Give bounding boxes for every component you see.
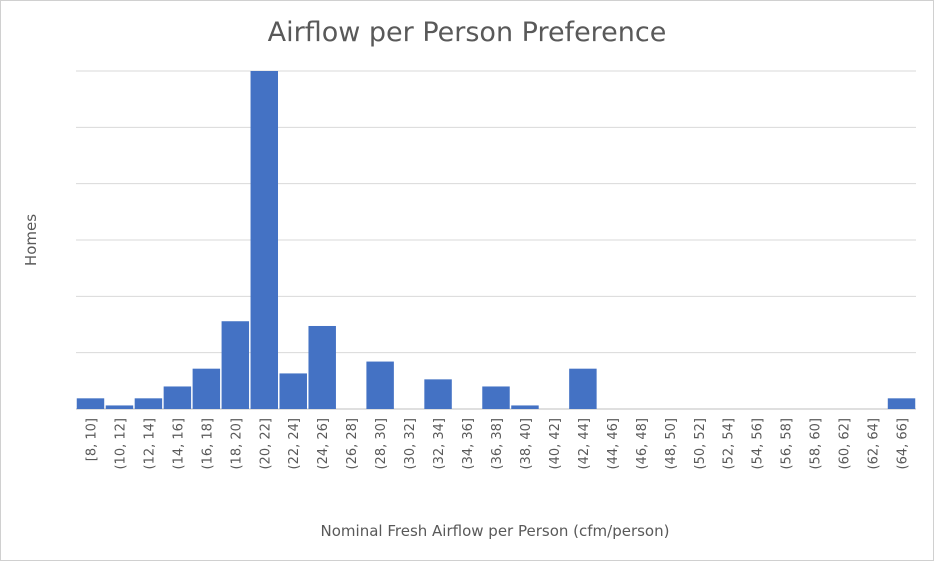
bar (366, 361, 394, 409)
bar (308, 325, 336, 409)
bar (76, 398, 105, 409)
x-tick-label: (44, 46] (606, 418, 621, 470)
x-tick-label: (50, 52] (693, 418, 708, 470)
x-tick-label: (30, 32] (403, 418, 418, 470)
x-tick-label: (60, 62] (838, 418, 853, 470)
x-tick-label: (18, 20] (229, 418, 244, 470)
x-tick-label: (48, 50] (664, 418, 679, 470)
x-tick-label: (16, 18] (200, 418, 215, 470)
x-axis-label: Nominal Fresh Airflow per Person (cfm/pe… (320, 522, 670, 540)
x-tick-label: (36, 38] (490, 418, 505, 470)
x-tick-label: (28, 30] (374, 418, 389, 470)
bar (887, 398, 916, 409)
x-tick-label: (26, 28] (345, 418, 360, 470)
x-tick-label: (64, 66] (896, 418, 911, 470)
x-tick-label: (22, 24] (287, 418, 302, 470)
x-tick-label: (38, 40] (519, 418, 534, 470)
x-tick-label: (40, 42] (548, 418, 563, 470)
x-tick-label: (46, 48] (635, 418, 650, 470)
bar (569, 368, 597, 409)
x-tick-label: (24, 26] (316, 418, 331, 470)
chart-title: Airflow per Person Preference (267, 17, 667, 48)
x-tick-label: (14, 16] (171, 418, 186, 470)
bar (279, 373, 307, 409)
bar (250, 71, 279, 409)
x-tick-label: (32, 34] (432, 418, 447, 470)
bar (221, 321, 250, 409)
x-tick-label: (20, 22] (258, 418, 273, 470)
x-tick-label: (62, 64] (867, 418, 882, 470)
bar (192, 368, 221, 409)
x-tick-label: (10, 12] (113, 418, 128, 470)
x-tick-label: (58, 60] (809, 418, 824, 470)
bar (424, 379, 452, 409)
x-tick-label: (52, 54] (722, 418, 737, 470)
x-tick-label: (54, 56] (751, 418, 766, 470)
bar (134, 398, 163, 409)
bar (511, 405, 539, 409)
x-tick-label: (42, 44] (577, 418, 592, 470)
bar (163, 386, 192, 409)
bar (105, 405, 134, 409)
x-tick-label: (56, 58] (780, 418, 795, 470)
x-tick-label: [8, 10] (84, 418, 99, 461)
x-tick-label: (34, 36] (461, 418, 476, 470)
x-tick-label: (12, 14] (142, 418, 157, 470)
bar (482, 386, 510, 409)
